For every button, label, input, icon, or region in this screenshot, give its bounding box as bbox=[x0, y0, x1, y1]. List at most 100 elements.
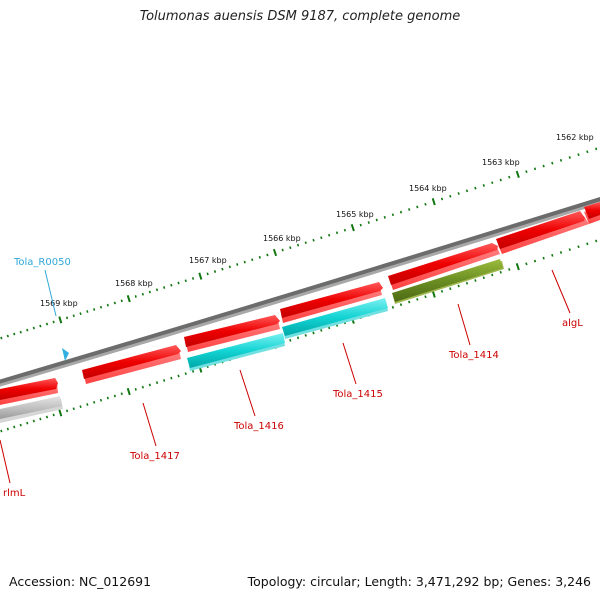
scale-minor-tick bbox=[499, 178, 502, 182]
rna-label[interactable]: Tola_R0050 bbox=[13, 257, 71, 268]
scale-minor-tick bbox=[155, 381, 159, 385]
scale-minor-tick bbox=[391, 213, 395, 217]
scale-minor-tick bbox=[465, 281, 469, 285]
scale-major-tick bbox=[431, 198, 436, 206]
trna-marker-icon[interactable] bbox=[62, 348, 69, 361]
scale-minor-tick bbox=[184, 372, 187, 376]
scale-minor-tick bbox=[508, 268, 511, 271]
scale-minor-tick bbox=[155, 288, 159, 292]
gene-bar-tola-1415[interactable] bbox=[282, 298, 388, 336]
scale-minor-tick bbox=[551, 253, 554, 257]
scale-minor-tick bbox=[399, 210, 403, 214]
scale-minor-tick bbox=[525, 170, 528, 174]
gene-label[interactable]: rlmL bbox=[3, 488, 26, 499]
gene-arrow[interactable] bbox=[388, 243, 498, 285]
scale-minor-tick bbox=[335, 231, 339, 235]
scale-minor-tick bbox=[258, 255, 261, 259]
label-leaders bbox=[0, 269, 571, 484]
gene-label[interactable]: Tola_1417 bbox=[129, 451, 180, 462]
scale-minor-tick bbox=[542, 256, 545, 260]
map-title: Tolumonas auensis DSM 9187, complete gen… bbox=[139, 9, 461, 24]
scale-minor-tick bbox=[508, 175, 511, 179]
scale-minor-tick bbox=[113, 301, 116, 305]
scale-minor-tick bbox=[113, 394, 116, 398]
scale-major-tick bbox=[431, 290, 436, 298]
gene-label[interactable]: algL bbox=[562, 318, 583, 329]
scale-minor-tick bbox=[359, 223, 362, 227]
gene-bar-tola-1414[interactable] bbox=[392, 259, 503, 302]
scale-minor-tick bbox=[45, 415, 49, 419]
scale-label: 1567 kbp bbox=[189, 256, 227, 265]
scale-minor-tick bbox=[163, 286, 166, 289]
scale-minor-tick bbox=[440, 289, 444, 293]
scale-minor-tick bbox=[39, 324, 42, 328]
outer-scale-ring bbox=[0, 147, 598, 340]
scale-minor-tick bbox=[52, 413, 55, 417]
scale-major-tick bbox=[198, 272, 203, 280]
scale-minor-tick bbox=[32, 419, 35, 423]
scale-minor-tick bbox=[491, 273, 494, 277]
scale-minor-tick bbox=[141, 292, 144, 296]
scale-minor-tick bbox=[177, 374, 180, 378]
scale-minor-tick bbox=[228, 265, 231, 269]
scale-label: 1565 kbp bbox=[336, 210, 374, 219]
scale-minor-tick bbox=[120, 299, 123, 303]
scale-minor-tick bbox=[551, 161, 554, 165]
scale-minor-tick bbox=[577, 153, 580, 157]
scale-minor-tick bbox=[0, 429, 3, 433]
scale-minor-tick bbox=[39, 417, 42, 421]
scale-minor-tick bbox=[408, 300, 411, 304]
scale-minor-tick bbox=[243, 260, 246, 264]
scale-minor-tick bbox=[408, 208, 411, 211]
scale-minor-tick bbox=[148, 290, 151, 294]
gene-arrow[interactable] bbox=[584, 202, 600, 219]
scale-minor-tick bbox=[93, 308, 96, 311]
scale-minor-tick bbox=[399, 303, 403, 307]
scale-minor-tick bbox=[221, 267, 224, 271]
scale-minor-tick bbox=[533, 167, 537, 171]
scale-label: 1564 kbp bbox=[409, 184, 447, 193]
scale-minor-tick bbox=[320, 329, 323, 332]
scale-minor-tick bbox=[312, 331, 315, 335]
scale-minor-tick bbox=[568, 156, 571, 159]
scale-minor-tick bbox=[482, 276, 485, 280]
scale-minor-tick bbox=[474, 279, 477, 282]
scale-minor-tick bbox=[86, 403, 89, 406]
scale-minor-tick bbox=[93, 400, 96, 404]
scale-minor-tick bbox=[391, 305, 395, 309]
gene-label[interactable]: Tola_1415 bbox=[332, 389, 383, 400]
forward-strand-genes bbox=[0, 202, 600, 405]
gene-label[interactable]: Tola_1414 bbox=[448, 350, 499, 361]
scale-minor-tick bbox=[65, 409, 69, 413]
gene-bar-tola-1416[interactable] bbox=[187, 333, 285, 368]
gene-label[interactable]: Tola_1416 bbox=[233, 421, 284, 432]
scale-minor-tick bbox=[449, 194, 452, 198]
scale-major-tick bbox=[126, 295, 131, 303]
gene-arrow[interactable] bbox=[184, 315, 280, 347]
scale-minor-tick bbox=[26, 328, 29, 332]
scale-minor-tick bbox=[320, 236, 323, 240]
scale-minor-tick bbox=[106, 396, 109, 400]
scale-minor-tick bbox=[65, 316, 69, 320]
scale-minor-tick bbox=[595, 147, 598, 151]
scale-minor-tick bbox=[52, 320, 55, 324]
scale-minor-tick bbox=[148, 383, 152, 387]
gene-bar-gray[interactable] bbox=[0, 396, 62, 419]
scale-minor-tick bbox=[482, 184, 485, 187]
scale-minor-tick bbox=[134, 295, 137, 298]
scale-minor-tick bbox=[170, 283, 173, 287]
gene-arrow-rlmL[interactable] bbox=[0, 378, 58, 400]
scale-major-tick bbox=[58, 409, 63, 417]
scale-minor-tick bbox=[289, 246, 292, 250]
gene-arrow-algL-region[interactable] bbox=[496, 211, 585, 249]
scale-label: 1563 kbp bbox=[482, 158, 520, 167]
scale-minor-tick bbox=[440, 197, 444, 201]
scale-minor-tick bbox=[106, 303, 109, 307]
scale-minor-tick bbox=[312, 238, 315, 242]
reverse-strand-genes bbox=[0, 259, 504, 423]
gene-arrow[interactable] bbox=[280, 282, 383, 318]
scale-minor-tick bbox=[26, 421, 29, 425]
scale-label: 1562 kbp bbox=[556, 133, 594, 142]
scale-minor-tick bbox=[32, 326, 35, 330]
gene-arrow[interactable] bbox=[82, 345, 181, 379]
